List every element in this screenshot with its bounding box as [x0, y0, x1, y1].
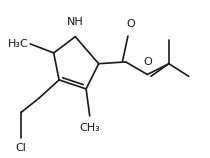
Text: Cl: Cl	[16, 143, 27, 153]
Text: H₃C: H₃C	[8, 39, 29, 49]
Text: O: O	[143, 57, 152, 67]
Text: O: O	[127, 19, 135, 30]
Text: CH₃: CH₃	[79, 123, 100, 133]
Text: NH: NH	[67, 17, 84, 27]
